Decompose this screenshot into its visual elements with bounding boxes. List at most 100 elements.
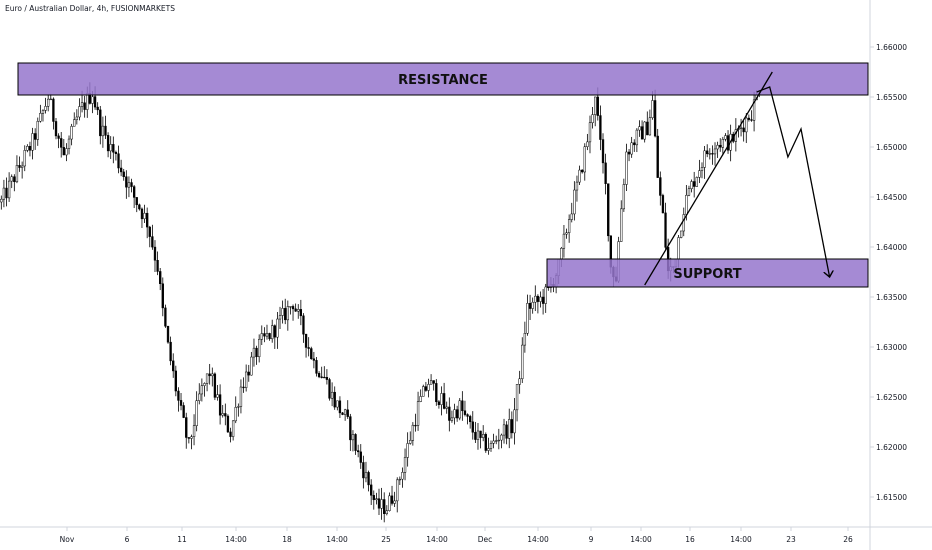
candle-body <box>362 462 365 479</box>
candle-body <box>505 424 508 439</box>
candle-body <box>383 499 386 515</box>
candle-body <box>10 176 13 182</box>
candle-body <box>474 432 477 440</box>
candle-body <box>65 148 68 156</box>
candle-body <box>500 434 503 441</box>
candle-body <box>237 406 240 408</box>
candle-body <box>252 347 256 358</box>
candle-body <box>661 195 665 214</box>
candle-body <box>109 144 112 152</box>
candle-body <box>601 139 605 164</box>
candle-body <box>528 303 532 309</box>
x-tick-label: 14:00 <box>426 535 448 544</box>
y-tick-label: 1.63000 <box>876 343 907 352</box>
x-tick-label: 23 <box>786 535 796 544</box>
candle-body <box>5 187 8 199</box>
candle-body <box>226 415 230 433</box>
candle-body <box>695 177 698 187</box>
candle-body <box>458 400 461 419</box>
zone-support <box>546 258 869 288</box>
candle-body <box>284 308 287 321</box>
candle-body <box>570 213 573 220</box>
candle-body <box>18 165 21 168</box>
candle-body <box>119 167 123 173</box>
x-tick-label: 14:00 <box>527 535 549 544</box>
candle-body <box>28 145 32 151</box>
candle-body <box>544 286 547 304</box>
candle-body <box>390 495 394 504</box>
candle-body <box>711 153 714 155</box>
candle-body <box>192 425 196 437</box>
candle-body <box>687 188 691 196</box>
candle-body <box>588 122 592 143</box>
candle-body <box>70 126 73 140</box>
candle-body <box>96 106 99 111</box>
candle-body <box>455 409 459 419</box>
candle-body <box>560 247 563 260</box>
candle-body <box>536 295 540 302</box>
candle-body <box>706 150 709 155</box>
candle-body <box>573 189 576 215</box>
x-tick-label: 14:00 <box>630 535 652 544</box>
x-tick-label: 9 <box>589 535 594 544</box>
candle-body <box>156 260 159 272</box>
candle-body <box>515 384 519 411</box>
candle-body <box>286 306 289 321</box>
candle-body <box>427 384 430 391</box>
candle-body <box>83 102 86 110</box>
candle-body <box>625 151 628 185</box>
x-tick-label: 26 <box>843 535 853 544</box>
candle-body <box>450 417 454 421</box>
candle-body <box>521 344 524 380</box>
candle-body <box>185 417 188 438</box>
zone-resistance <box>17 62 869 96</box>
candle-body <box>200 385 204 395</box>
candle-body <box>471 421 474 433</box>
candle-body <box>482 434 485 438</box>
candle-body <box>567 219 571 233</box>
candle-body <box>164 307 167 327</box>
candle-body <box>125 176 128 188</box>
candle-body <box>294 308 297 312</box>
candle-body <box>424 386 428 391</box>
candle-body <box>78 106 81 118</box>
candle-body <box>34 133 37 140</box>
candle-body <box>716 144 719 150</box>
candle-body <box>60 138 63 148</box>
candle-body <box>221 413 224 416</box>
x-tick-label: 14:00 <box>730 535 752 544</box>
candle-body <box>370 484 373 496</box>
x-tick-label: 6 <box>125 535 130 544</box>
candle-body <box>403 457 407 473</box>
candle-body <box>224 413 227 417</box>
candle-body <box>104 125 107 136</box>
candle-body <box>67 138 71 149</box>
candle-body <box>380 499 383 509</box>
candle-body <box>651 100 654 118</box>
candle-body <box>57 135 60 139</box>
candle-body <box>747 117 751 120</box>
candle-body <box>315 360 318 374</box>
x-tick-label: 11 <box>177 535 187 544</box>
candle-body <box>75 116 79 120</box>
candle-body <box>513 409 516 434</box>
candle-body <box>101 125 105 137</box>
candle-body <box>398 478 401 481</box>
candle-body <box>356 450 360 453</box>
candle-body <box>47 98 50 107</box>
candle-body <box>297 309 300 312</box>
candle-body <box>41 110 45 114</box>
candle-body <box>208 373 211 377</box>
candle-body <box>682 214 685 232</box>
y-tick-label: 1.64000 <box>876 243 907 252</box>
candle-body <box>205 373 209 384</box>
candle-body <box>99 109 102 137</box>
candle-body <box>429 380 433 385</box>
trendline <box>644 71 773 286</box>
candle-body <box>469 416 472 423</box>
candle-body <box>531 301 534 309</box>
candle-body <box>591 114 594 124</box>
candle-body <box>302 315 305 335</box>
candle-body <box>442 393 446 409</box>
candle-body <box>255 347 258 358</box>
